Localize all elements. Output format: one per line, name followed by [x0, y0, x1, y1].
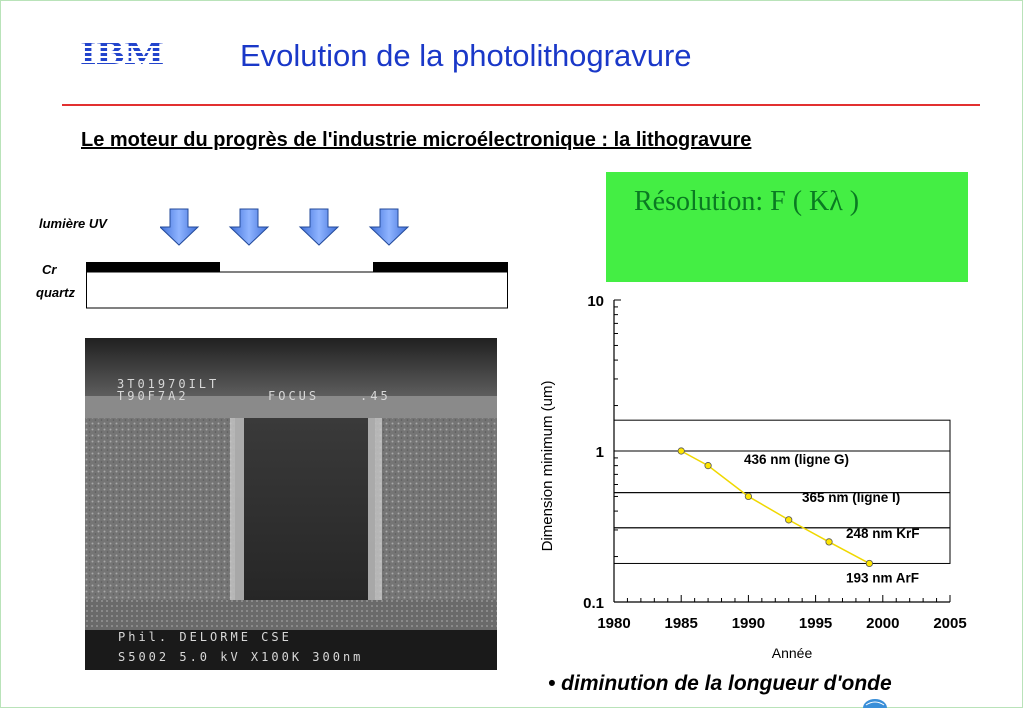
slide-title: Evolution de la photolithogravure	[240, 38, 692, 73]
y-tick-label: 1	[596, 444, 604, 461]
resolution-box: Résolution: F ( Kλ )	[606, 172, 968, 282]
x-tick-label: 1990	[732, 615, 765, 632]
uv-light-label: lumière UV	[39, 216, 107, 231]
data-point	[825, 538, 833, 546]
sem-micrograph	[85, 338, 497, 670]
band-label: 365 nm (ligne I)	[802, 490, 900, 505]
band-label: 193 nm ArF	[846, 570, 919, 585]
quartz-label: quartz	[36, 285, 75, 300]
band-label: 248 nm KrF	[846, 526, 920, 541]
data-point	[785, 516, 793, 524]
title-divider	[62, 104, 980, 106]
band-label: 436 nm (ligne G)	[744, 452, 849, 467]
sem-id-line1: 3T01970ILT	[117, 377, 220, 391]
ibm-logo: IBM	[80, 36, 166, 70]
uv-arrow-down-icon	[160, 208, 200, 246]
sem-id-line2: T90F7A2	[117, 389, 189, 403]
x-tick-label: 1980	[597, 615, 630, 632]
x-tick-label: 1995	[799, 615, 832, 632]
globe-icon	[863, 699, 887, 708]
uv-arrow-down-icon	[298, 208, 340, 246]
uv-arrow-down-icon	[368, 208, 410, 246]
sem-focus-label: FOCUS	[268, 389, 320, 403]
data-point	[744, 492, 752, 501]
y-tick-label: 0.1	[583, 595, 604, 612]
trend-line	[680, 450, 870, 565]
y-tick-label: 10	[587, 293, 604, 310]
resolution-chart: 1980 1985 1990 1995 2000 2005 0.1 1 10 Année Dimen…	[539, 293, 967, 661]
x-axis-label: Année	[772, 645, 813, 661]
x-tick-label: 2000	[866, 615, 899, 632]
x-tick-label: 1985	[665, 615, 698, 632]
data-point	[704, 462, 712, 470]
chrome-label: Cr	[42, 262, 57, 277]
photomask-diagram	[86, 262, 508, 309]
chrome-layer-right	[373, 262, 508, 272]
x-tick-label: 2005	[933, 615, 966, 632]
y-axis-label: Dimension minimum (um)	[539, 381, 556, 552]
sem-credit: Phil. DELORME CSE	[118, 630, 292, 644]
uv-arrows	[160, 208, 410, 246]
data-point	[865, 559, 873, 568]
chrome-layer-left	[86, 262, 220, 272]
data-point	[677, 447, 685, 455]
slide-subtitle: Le moteur du progrès de l'industrie micr…	[81, 129, 752, 151]
sem-focus-value: .45	[360, 389, 391, 403]
uv-arrow-down-icon	[228, 208, 270, 246]
wavelength-bullet: • diminution de la longueur d'onde	[548, 672, 892, 695]
resolution-formula: Résolution: F ( Kλ )	[634, 186, 860, 217]
sem-specs: S5002 5.0 kV X100K 300nm	[118, 650, 364, 664]
quartz-substrate	[86, 271, 508, 309]
wavelength-band	[613, 419, 951, 452]
